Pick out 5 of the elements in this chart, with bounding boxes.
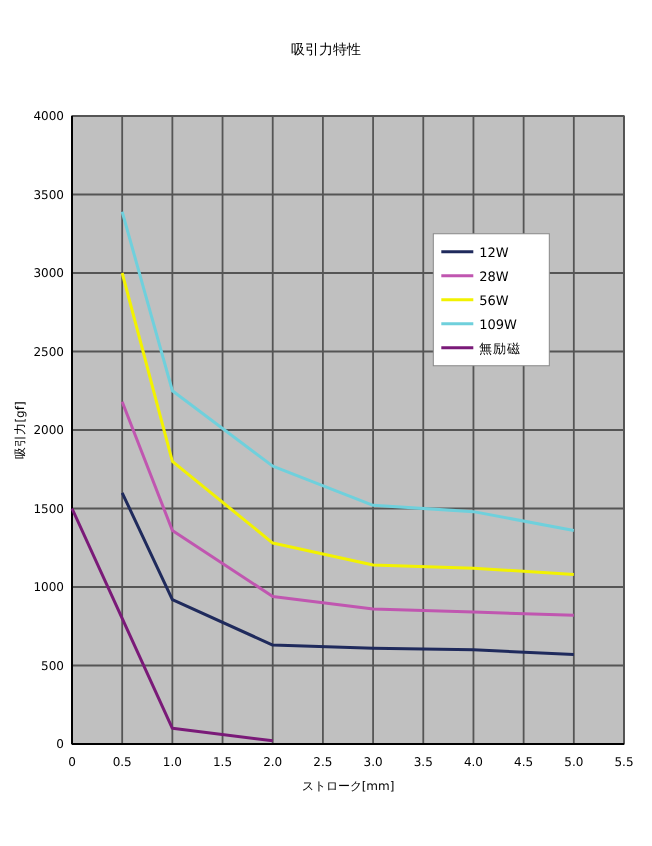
line-series	[120, 210, 576, 532]
line-series	[120, 271, 576, 576]
line-series	[70, 507, 275, 743]
line-series	[120, 400, 576, 617]
line-series	[120, 491, 576, 657]
